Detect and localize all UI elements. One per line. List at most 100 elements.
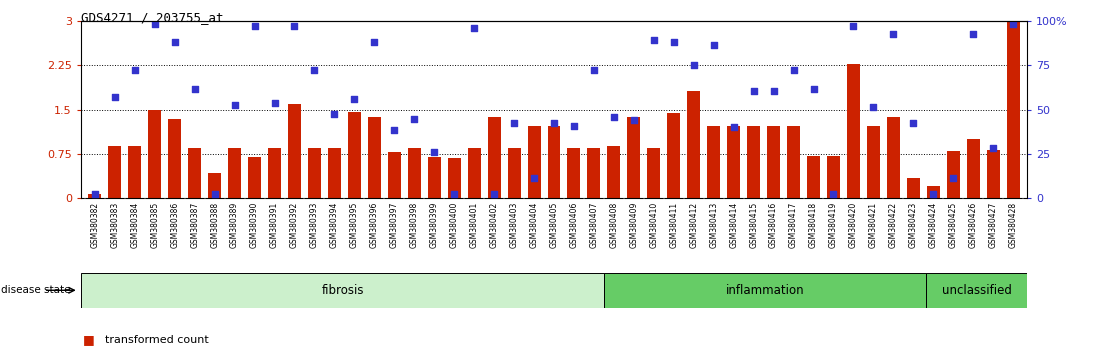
Text: GSM380418: GSM380418 xyxy=(809,202,818,248)
Bar xyxy=(966,139,979,198)
Text: GSM380427: GSM380427 xyxy=(988,202,997,248)
Point xyxy=(525,175,543,181)
Bar xyxy=(507,148,521,198)
Text: GSM380424: GSM380424 xyxy=(929,202,937,248)
Text: GSM380396: GSM380396 xyxy=(370,202,379,248)
Text: GSM380404: GSM380404 xyxy=(530,202,538,248)
Text: GSM380402: GSM380402 xyxy=(490,202,499,248)
Point xyxy=(904,120,922,126)
Text: GSM380384: GSM380384 xyxy=(131,202,140,248)
Bar xyxy=(527,126,541,198)
Bar xyxy=(288,104,301,198)
Text: GSM380400: GSM380400 xyxy=(450,202,459,248)
Bar xyxy=(188,148,202,198)
Text: GSM380428: GSM380428 xyxy=(1008,202,1017,248)
Text: GSM380395: GSM380395 xyxy=(350,202,359,248)
Bar xyxy=(228,148,242,198)
Point xyxy=(725,125,742,130)
Bar xyxy=(627,118,640,198)
Bar xyxy=(747,126,760,198)
Point xyxy=(326,112,343,117)
Bar xyxy=(587,148,601,198)
Text: GSM380383: GSM380383 xyxy=(111,202,120,248)
Text: GSM380398: GSM380398 xyxy=(410,202,419,248)
Bar xyxy=(348,112,361,198)
Bar xyxy=(148,110,162,198)
Bar xyxy=(81,273,604,308)
Point xyxy=(146,21,164,27)
Point xyxy=(984,145,1002,151)
Bar xyxy=(926,273,1027,308)
Text: GSM380408: GSM380408 xyxy=(609,202,618,248)
Text: inflammation: inflammation xyxy=(726,284,804,297)
Text: GSM380391: GSM380391 xyxy=(270,202,279,248)
Text: transformed count: transformed count xyxy=(105,335,209,345)
Point xyxy=(685,63,702,68)
Bar xyxy=(248,157,261,198)
Point xyxy=(625,118,643,123)
Bar xyxy=(328,148,341,198)
Point xyxy=(884,32,902,37)
Bar xyxy=(488,118,501,198)
Text: GSM380412: GSM380412 xyxy=(689,202,698,248)
Point xyxy=(665,39,683,45)
Bar xyxy=(168,119,182,198)
Point xyxy=(585,67,603,73)
Bar xyxy=(866,126,880,198)
Point xyxy=(844,23,862,29)
Point xyxy=(206,191,224,197)
Bar xyxy=(604,273,926,308)
Text: GSM380409: GSM380409 xyxy=(629,202,638,248)
Bar xyxy=(129,146,142,198)
Bar xyxy=(807,156,820,198)
Text: GSM380394: GSM380394 xyxy=(330,202,339,248)
Bar xyxy=(408,148,421,198)
Text: ■: ■ xyxy=(83,333,95,346)
Point xyxy=(445,191,463,197)
Bar xyxy=(388,152,401,198)
Point xyxy=(106,94,124,99)
Point xyxy=(645,37,663,43)
Bar xyxy=(787,126,800,198)
Point xyxy=(186,86,204,92)
Bar xyxy=(827,156,840,198)
Bar xyxy=(547,126,561,198)
Point xyxy=(386,127,403,133)
Point xyxy=(745,88,762,94)
Point xyxy=(126,67,144,73)
Bar xyxy=(448,158,461,198)
Text: GSM380406: GSM380406 xyxy=(570,202,578,248)
Text: GSM380399: GSM380399 xyxy=(430,202,439,248)
Point xyxy=(804,86,822,92)
Point xyxy=(246,23,264,29)
Point xyxy=(465,25,483,31)
Point xyxy=(485,191,503,197)
Text: GSM380382: GSM380382 xyxy=(91,202,100,248)
Bar xyxy=(208,173,222,198)
Point xyxy=(864,104,882,110)
Point xyxy=(425,149,443,155)
Bar xyxy=(987,150,999,198)
Point xyxy=(266,100,284,105)
Bar xyxy=(667,113,680,198)
Text: GSM380388: GSM380388 xyxy=(211,202,219,248)
Text: GSM380387: GSM380387 xyxy=(191,202,199,248)
Bar xyxy=(906,178,920,198)
Text: GSM380410: GSM380410 xyxy=(649,202,658,248)
Text: GSM380423: GSM380423 xyxy=(909,202,917,248)
Bar xyxy=(607,146,620,198)
Bar xyxy=(1007,21,1019,198)
Text: disease state: disease state xyxy=(1,285,71,295)
Text: unclassified: unclassified xyxy=(942,284,1012,297)
Point xyxy=(705,42,722,48)
Bar xyxy=(847,64,860,198)
Text: GSM380385: GSM380385 xyxy=(151,202,160,248)
Text: GSM380414: GSM380414 xyxy=(729,202,738,248)
Bar xyxy=(926,187,940,198)
Bar xyxy=(368,118,381,198)
Point xyxy=(784,67,802,73)
Text: GSM380413: GSM380413 xyxy=(709,202,718,248)
Bar xyxy=(687,91,700,198)
Text: GSM380411: GSM380411 xyxy=(669,202,678,248)
Bar xyxy=(428,157,441,198)
